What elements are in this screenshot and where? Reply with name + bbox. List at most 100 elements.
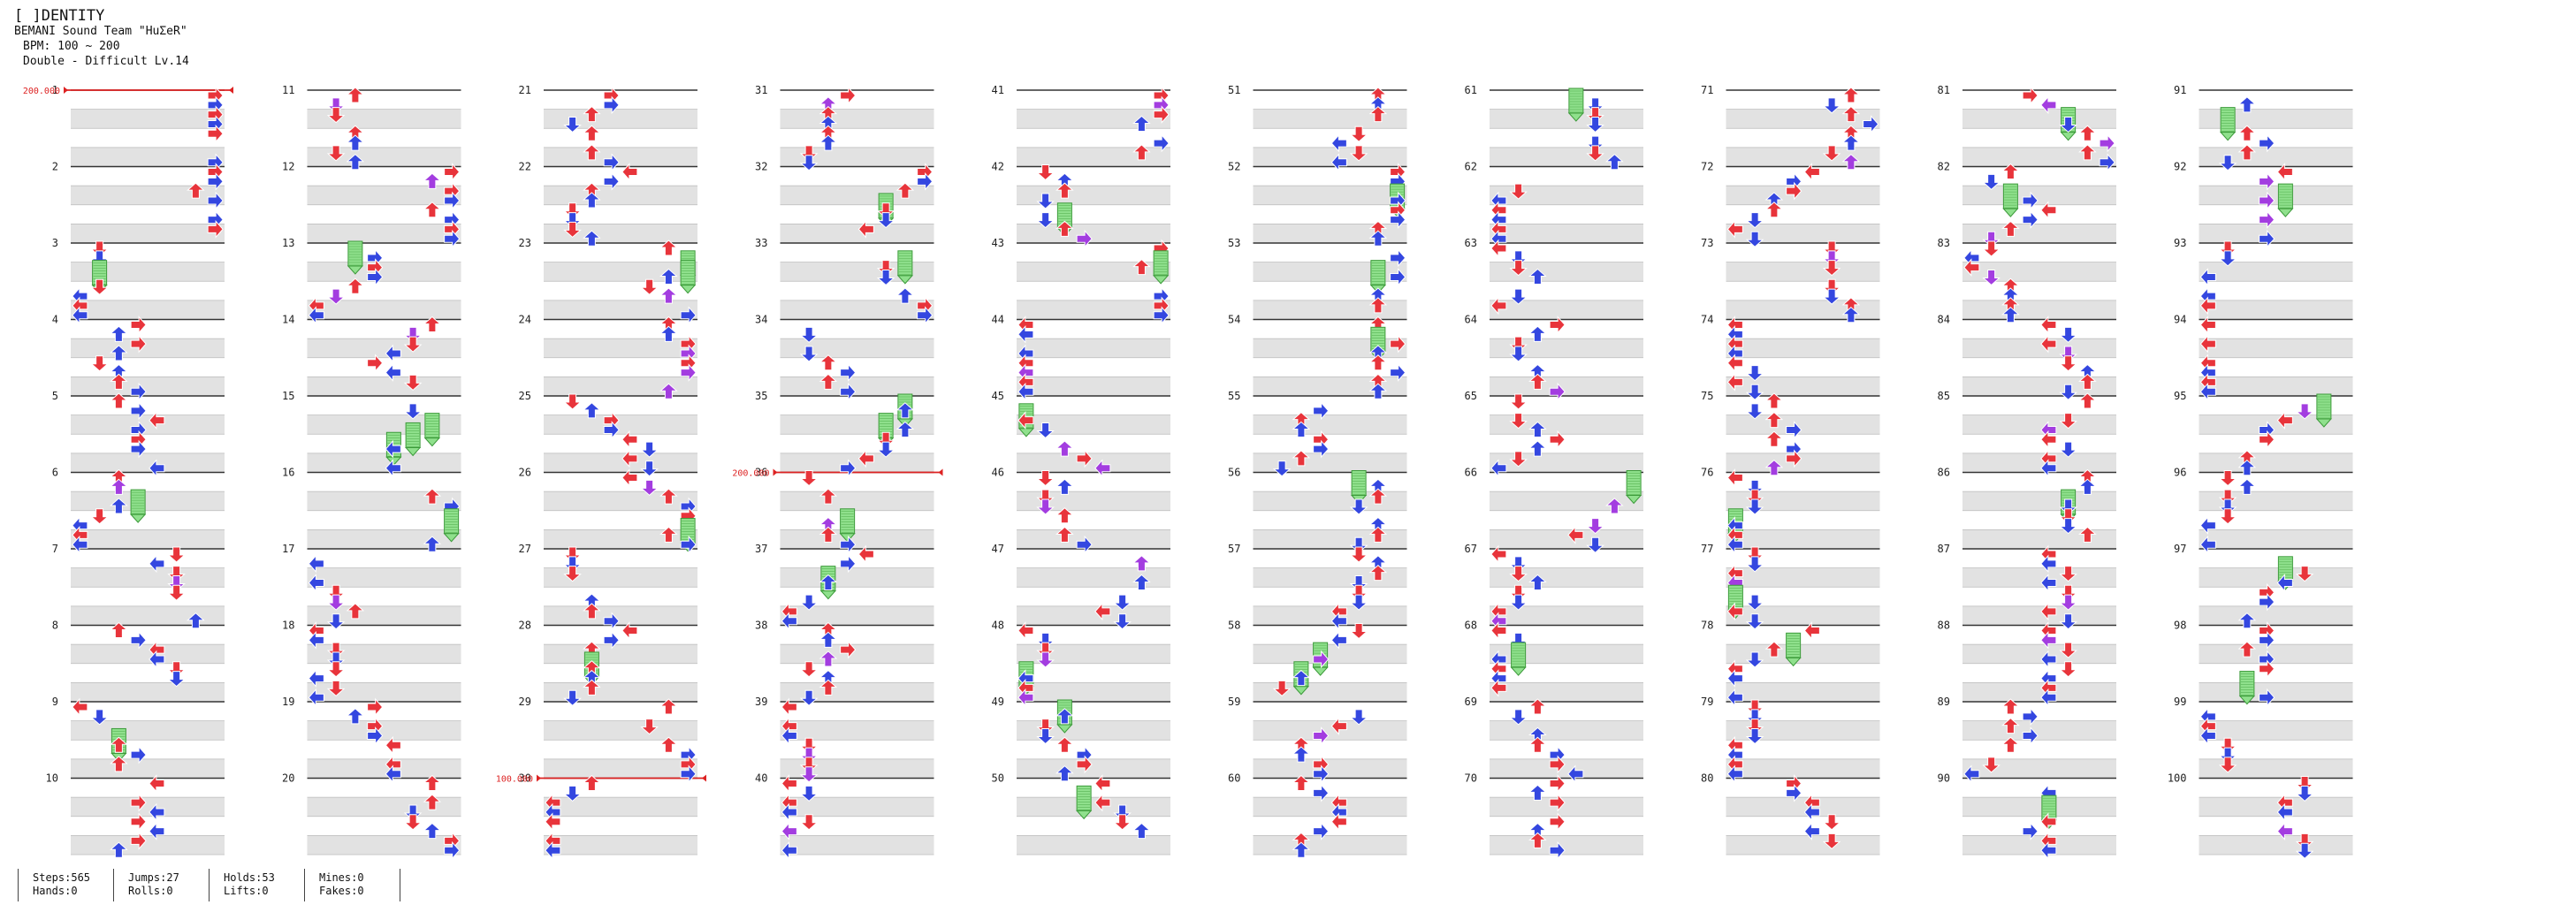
left-arrow-icon xyxy=(857,449,874,468)
down-arrow-icon xyxy=(1272,460,1292,477)
right-arrow-icon xyxy=(680,363,697,382)
down-arrow-icon xyxy=(799,470,819,487)
measure-stripe xyxy=(780,491,934,511)
measure-92: 92 xyxy=(2174,161,2353,243)
down-arrow-icon xyxy=(1745,403,1764,420)
measure-stripe xyxy=(1253,224,1407,243)
measure-number: 45 xyxy=(992,390,1004,402)
measure-number: 17 xyxy=(282,543,294,555)
left-arrow-icon xyxy=(2276,411,2293,430)
measure-stripe xyxy=(544,376,697,396)
measure-number: 34 xyxy=(755,314,767,326)
measure-stripe xyxy=(780,147,934,167)
left-arrow-icon xyxy=(385,344,401,363)
measure-stripe xyxy=(2199,644,2353,664)
up-arrow-icon xyxy=(1368,354,1388,371)
down-arrow-icon xyxy=(1509,288,1528,305)
left-arrow-icon xyxy=(308,306,324,325)
right-arrow-icon xyxy=(840,535,857,554)
down-arrow-icon xyxy=(2295,842,2314,859)
measure-65: 65 xyxy=(1465,390,1643,473)
down-arrow-icon xyxy=(1745,384,1764,400)
measure-stripe xyxy=(71,797,225,817)
step-chart: 1234567891011121314151617181920212223242… xyxy=(23,84,2353,860)
left-arrow-icon xyxy=(308,554,324,574)
down-arrow-icon xyxy=(799,766,819,783)
up-arrow-icon xyxy=(110,392,128,409)
down-arrow-icon xyxy=(1036,727,1055,745)
measure-stripe xyxy=(1253,376,1407,396)
up-arrow-icon xyxy=(583,125,601,141)
left-arrow-icon xyxy=(385,459,401,478)
hold-note xyxy=(680,260,697,294)
measure-stripe xyxy=(1490,758,1643,779)
measure-number: 40 xyxy=(755,772,767,785)
measure-stripe xyxy=(307,797,461,817)
left-arrow-icon xyxy=(2040,650,2057,669)
up-arrow-icon xyxy=(423,172,442,189)
measure-57: 57 xyxy=(1228,543,1407,626)
down-arrow-icon xyxy=(1982,173,2001,190)
up-arrow-icon xyxy=(2001,163,2020,179)
up-arrow-icon xyxy=(1292,669,1311,687)
measure-14: 14 xyxy=(282,314,461,396)
up-arrow-icon xyxy=(423,316,442,332)
measure-stripe xyxy=(1726,491,1880,511)
down-arrow-icon xyxy=(1113,613,1132,630)
measure-stripe xyxy=(307,300,461,320)
up-arrow-icon xyxy=(2237,641,2257,658)
down-arrow-icon xyxy=(1509,594,1528,611)
left-arrow-icon xyxy=(149,802,165,822)
right-arrow-icon xyxy=(1313,783,1330,802)
measure-stripe xyxy=(780,109,934,129)
measure-stripe xyxy=(544,300,697,320)
right-arrow-icon xyxy=(1549,316,1566,334)
right-arrow-icon xyxy=(1153,105,1170,124)
measure-stripe xyxy=(1490,376,1643,396)
song-artist: BEMANI Sound Team "HuΣeR" xyxy=(14,25,187,38)
up-arrow-icon xyxy=(583,192,601,209)
measure-stripe xyxy=(780,414,934,435)
measure-stripe xyxy=(1017,720,1170,741)
measure-number: 55 xyxy=(1228,390,1240,402)
left-arrow-icon xyxy=(2040,574,2057,592)
measure-13: 13 xyxy=(282,237,461,320)
measure-stripe xyxy=(2199,262,2353,282)
down-arrow-icon xyxy=(326,613,346,630)
measure-stripe xyxy=(71,414,225,435)
up-arrow-icon xyxy=(423,536,442,552)
measure-stripe xyxy=(1490,414,1643,435)
up-arrow-icon xyxy=(1841,154,1861,171)
measure-number: 70 xyxy=(1465,772,1477,785)
measure-number: 35 xyxy=(755,390,767,402)
down-arrow-icon xyxy=(90,508,109,525)
up-arrow-icon xyxy=(819,574,838,590)
measure-stripe xyxy=(1017,414,1170,435)
down-arrow-icon xyxy=(640,460,659,477)
left-arrow-icon xyxy=(2040,812,2057,832)
measure-stripe xyxy=(1017,262,1170,282)
left-arrow-icon xyxy=(1567,764,1584,784)
down-arrow-icon xyxy=(2059,566,2077,582)
up-arrow-icon xyxy=(583,144,601,161)
hold-note xyxy=(130,489,147,523)
right-arrow-icon xyxy=(2022,822,2039,840)
measure-stripe xyxy=(1726,147,1880,167)
down-arrow-icon xyxy=(799,689,819,706)
left-arrow-icon xyxy=(149,774,165,793)
down-arrow-icon xyxy=(1272,680,1292,697)
left-arrow-icon xyxy=(385,363,401,382)
measure-stripe xyxy=(1017,376,1170,396)
measure-7: 7 xyxy=(52,543,225,626)
left-arrow-icon xyxy=(781,726,797,745)
measure-stripe xyxy=(1490,835,1643,855)
up-arrow-icon xyxy=(1292,746,1311,763)
down-arrow-icon xyxy=(799,346,819,362)
measure-stripe xyxy=(2199,414,2353,435)
stat-steps: Steps:565 xyxy=(33,871,91,884)
down-arrow-icon xyxy=(1349,709,1368,726)
measure-stripe xyxy=(780,797,934,817)
left-arrow-icon xyxy=(308,574,324,592)
measure-stripe xyxy=(1253,644,1407,664)
measure-stripe xyxy=(1962,491,2116,511)
